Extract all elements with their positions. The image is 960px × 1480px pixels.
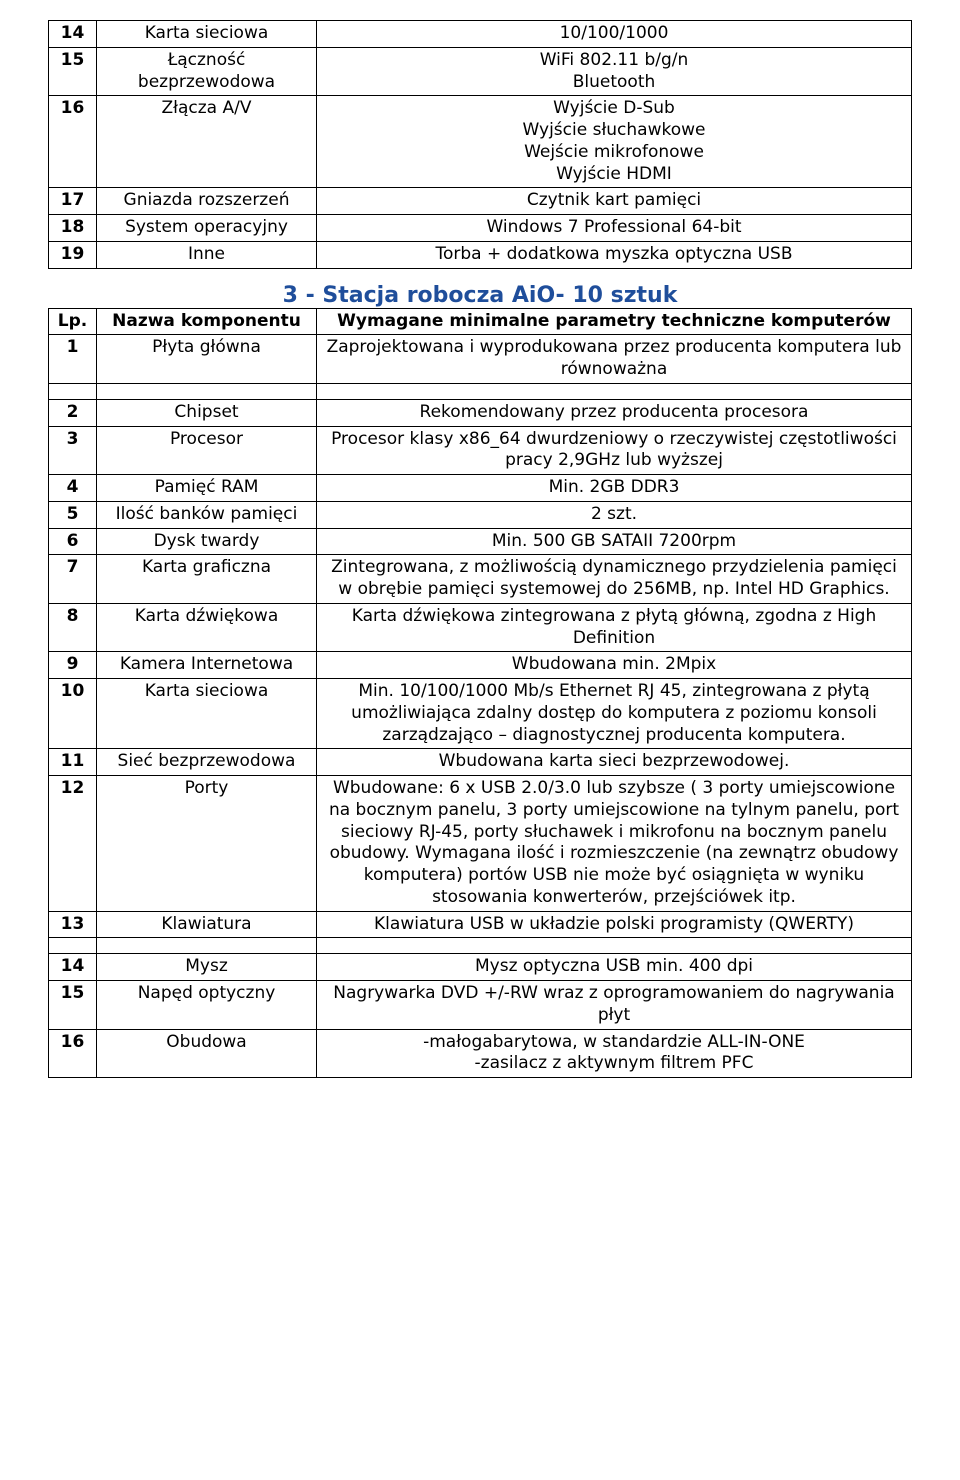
row-num: 13	[49, 911, 97, 938]
table-header-row: Lp.Nazwa komponentuWymagane minimalne pa…	[49, 308, 912, 335]
row-num: 18	[49, 215, 97, 242]
row-name: Dysk twardy	[97, 528, 317, 555]
spec-table-1: 14Karta sieciowa10/100/100015Łączność be…	[48, 20, 912, 269]
row-name: Płyta główna	[97, 335, 317, 384]
table-row: 14Karta sieciowa10/100/1000	[49, 21, 912, 48]
row-value: Procesor klasy x86_64 dwurdzeniowy o rze…	[317, 426, 912, 475]
row-num: 16	[49, 96, 97, 188]
row-value: Wbudowana min. 2Mpix	[317, 652, 912, 679]
row-name: Obudowa	[97, 1029, 317, 1078]
row-num: 2	[49, 399, 97, 426]
row-value: Rekomendowany przez producenta procesora	[317, 399, 912, 426]
row-value: Wyjście D-SubWyjście słuchawkoweWejście …	[317, 96, 912, 188]
row-name: Karta sieciowa	[97, 21, 317, 48]
row-num: 16	[49, 1029, 97, 1078]
row-num: 15	[49, 47, 97, 96]
row-name: Inne	[97, 241, 317, 268]
row-num: 8	[49, 603, 97, 652]
table-row: 2ChipsetRekomendowany przez producenta p…	[49, 399, 912, 426]
row-num: 17	[49, 188, 97, 215]
table-row: 6Dysk twardyMin. 500 GB SATAII 7200rpm	[49, 528, 912, 555]
row-value: 2 szt.	[317, 501, 912, 528]
row-value: Wbudowana karta sieci bezprzewodowej.	[317, 749, 912, 776]
table-row: 14MyszMysz optyczna USB min. 400 dpi	[49, 954, 912, 981]
row-num: 10	[49, 679, 97, 749]
table-row: 3ProcesorProcesor klasy x86_64 dwurdzeni…	[49, 426, 912, 475]
row-name: Porty	[97, 776, 317, 912]
row-name: Łączność bezprzewodowa	[97, 47, 317, 96]
table-row: 5Ilość banków pamięci2 szt.	[49, 501, 912, 528]
row-num: 14	[49, 954, 97, 981]
row-num: 12	[49, 776, 97, 912]
row-value: Karta dźwiękowa zintegrowana z płytą głó…	[317, 603, 912, 652]
row-name: Złącza A/V	[97, 96, 317, 188]
table-row: 10Karta sieciowaMin. 10/100/1000 Mb/s Et…	[49, 679, 912, 749]
row-name: Kamera Internetowa	[97, 652, 317, 679]
spacer-row	[49, 383, 912, 399]
row-name: Gniazda rozszerzeń	[97, 188, 317, 215]
table-row: 8Karta dźwiękowaKarta dźwiękowa zintegro…	[49, 603, 912, 652]
row-num: 9	[49, 652, 97, 679]
row-name: System operacyjny	[97, 215, 317, 242]
row-num: 15	[49, 981, 97, 1030]
section-heading: 3 - Stacja robocza AiO- 10 sztuk	[48, 283, 912, 308]
spec-table-2: Lp.Nazwa komponentuWymagane minimalne pa…	[48, 308, 912, 1079]
row-name: Chipset	[97, 399, 317, 426]
table-row: 4Pamięć RAMMin. 2GB DDR3	[49, 475, 912, 502]
table-row: 15Napęd optycznyNagrywarka DVD +/-RW wra…	[49, 981, 912, 1030]
table-row: 15Łączność bezprzewodowaWiFi 802.11 b/g/…	[49, 47, 912, 96]
row-num: 7	[49, 555, 97, 604]
row-num: 19	[49, 241, 97, 268]
row-value: Wbudowane: 6 x USB 2.0/3.0 lub szybsze (…	[317, 776, 912, 912]
row-value: Mysz optyczna USB min. 400 dpi	[317, 954, 912, 981]
header-name: Nazwa komponentu	[97, 308, 317, 335]
row-value: Klawiatura USB w układzie polski program…	[317, 911, 912, 938]
row-value: Torba + dodatkowa myszka optyczna USB	[317, 241, 912, 268]
row-value: Zintegrowana, z możliwością dynamicznego…	[317, 555, 912, 604]
table-row: 1Płyta głównaZaprojektowana i wyprodukow…	[49, 335, 912, 384]
table-row: 16Złącza A/VWyjście D-SubWyjście słuchaw…	[49, 96, 912, 188]
row-value: Min. 500 GB SATAII 7200rpm	[317, 528, 912, 555]
table-row: 19InneTorba + dodatkowa myszka optyczna …	[49, 241, 912, 268]
row-value: Min. 2GB DDR3	[317, 475, 912, 502]
table-row: 17Gniazda rozszerzeńCzytnik kart pamięci	[49, 188, 912, 215]
row-value: WiFi 802.11 b/g/nBluetooth	[317, 47, 912, 96]
row-value: Zaprojektowana i wyprodukowana przez pro…	[317, 335, 912, 384]
row-name: Karta sieciowa	[97, 679, 317, 749]
row-name: Klawiatura	[97, 911, 317, 938]
row-num: 14	[49, 21, 97, 48]
table-row: 12PortyWbudowane: 6 x USB 2.0/3.0 lub sz…	[49, 776, 912, 912]
row-name: Procesor	[97, 426, 317, 475]
row-num: 1	[49, 335, 97, 384]
row-name: Karta graficzna	[97, 555, 317, 604]
row-num: 5	[49, 501, 97, 528]
row-value: Windows 7 Professional 64-bit	[317, 215, 912, 242]
row-value: Nagrywarka DVD +/-RW wraz z oprogramowan…	[317, 981, 912, 1030]
row-value: Czytnik kart pamięci	[317, 188, 912, 215]
row-value: 10/100/1000	[317, 21, 912, 48]
row-name: Ilość banków pamięci	[97, 501, 317, 528]
table-row: 9Kamera InternetowaWbudowana min. 2Mpix	[49, 652, 912, 679]
table-row: 7Karta graficznaZintegrowana, z możliwoś…	[49, 555, 912, 604]
table-row: 16Obudowa-małogabarytowa, w standardzie …	[49, 1029, 912, 1078]
row-num: 4	[49, 475, 97, 502]
row-num: 6	[49, 528, 97, 555]
table-row: 13KlawiaturaKlawiatura USB w układzie po…	[49, 911, 912, 938]
spacer-row	[49, 938, 912, 954]
table-row: 18System operacyjnyWindows 7 Professiona…	[49, 215, 912, 242]
row-num: 11	[49, 749, 97, 776]
row-name: Mysz	[97, 954, 317, 981]
row-value: -małogabarytowa, w standardzie ALL-IN-ON…	[317, 1029, 912, 1078]
table-row: 11Sieć bezprzewodowaWbudowana karta siec…	[49, 749, 912, 776]
row-num: 3	[49, 426, 97, 475]
row-value: Min. 10/100/1000 Mb/s Ethernet RJ 45, zi…	[317, 679, 912, 749]
row-name: Sieć bezprzewodowa	[97, 749, 317, 776]
row-name: Pamięć RAM	[97, 475, 317, 502]
header-num: Lp.	[49, 308, 97, 335]
header-value: Wymagane minimalne parametry techniczne …	[317, 308, 912, 335]
row-name: Karta dźwiękowa	[97, 603, 317, 652]
row-name: Napęd optyczny	[97, 981, 317, 1030]
